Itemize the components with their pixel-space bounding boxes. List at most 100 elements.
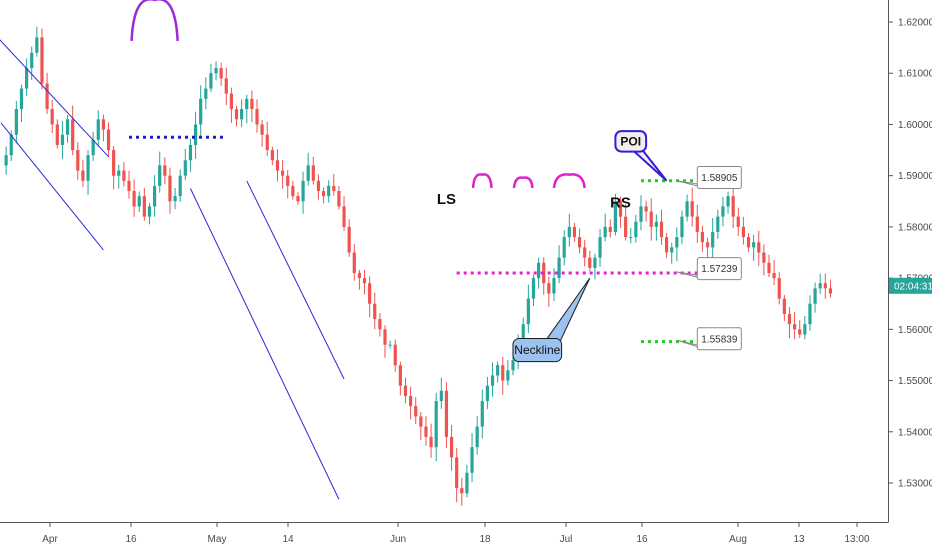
pattern-arc <box>552 173 586 189</box>
candle-up <box>199 98 203 125</box>
candle-down <box>260 124 264 135</box>
candle-up <box>35 37 39 53</box>
candle-down <box>127 180 131 192</box>
candle-up <box>726 196 730 207</box>
candle-down <box>572 226 577 238</box>
price-tick-label: 1.62000 <box>898 18 932 29</box>
candle-down <box>455 457 459 489</box>
annotations-layer: LS RS <box>437 191 631 212</box>
candle-up <box>711 232 715 248</box>
candle-up <box>147 206 152 217</box>
current-price-label: 02:04:31 <box>894 281 932 292</box>
candle-up <box>562 237 566 258</box>
candle-up <box>521 324 525 340</box>
candle-down <box>409 395 413 407</box>
candle-down <box>373 303 377 320</box>
pattern-arc <box>512 176 534 189</box>
candle-down <box>649 211 653 227</box>
candle-down <box>50 109 54 125</box>
candle-up <box>480 401 484 427</box>
candle-down <box>777 278 781 299</box>
candle-up <box>808 303 812 325</box>
candle-down <box>163 165 167 176</box>
candle-down <box>757 242 761 253</box>
levels-layer <box>129 135 729 344</box>
candle-down <box>229 93 233 110</box>
candle-up <box>490 375 495 386</box>
candle-down <box>281 170 285 176</box>
candle-down <box>291 185 295 197</box>
candle-down <box>659 221 664 238</box>
time-tick-label: Aug <box>729 534 747 545</box>
time-scale: Apr 16 May 14 Jun 18 Jul 16 Aug 13 13:00 <box>42 522 870 545</box>
channel-line <box>0 39 109 158</box>
candle-down <box>40 37 44 84</box>
channel-line <box>0 122 104 251</box>
candle-down <box>368 283 372 304</box>
candle-down <box>731 196 735 217</box>
candle-up <box>654 221 658 227</box>
time-tick-label: Jun <box>390 534 406 545</box>
candle-up <box>30 52 34 69</box>
candle-up <box>813 288 817 304</box>
callout-pointer <box>629 148 668 182</box>
candle-up <box>173 196 177 202</box>
candle-down <box>296 196 300 202</box>
candle-down <box>275 160 280 171</box>
candle-down <box>741 226 745 238</box>
price-tag-box <box>696 257 742 281</box>
candle-up <box>685 201 689 217</box>
candle-down <box>644 206 648 212</box>
candle-up <box>19 88 24 110</box>
candle-down <box>332 185 336 192</box>
candle-down <box>460 488 464 494</box>
channel-lines-layer <box>0 39 345 500</box>
pattern-label-rs: RS <box>610 194 631 211</box>
candle-up <box>240 109 244 120</box>
time-tick-label: 14 <box>282 534 294 545</box>
candle-up <box>158 165 162 186</box>
candle-up <box>4 155 8 166</box>
candle-down <box>695 216 699 233</box>
candle-down <box>449 436 454 458</box>
candle-down <box>577 237 582 248</box>
candle-up <box>511 360 515 371</box>
price-tag-text: 1.58905 <box>701 173 738 184</box>
candle-down <box>583 247 587 258</box>
candle-down <box>106 129 111 151</box>
candle-down <box>798 329 802 335</box>
candle-down <box>501 365 505 381</box>
candle-down <box>122 170 126 181</box>
candle-down <box>828 288 833 294</box>
candle-down <box>81 170 85 181</box>
price-tick-label: 1.58000 <box>898 222 932 233</box>
candle-up <box>86 155 90 181</box>
candle-down <box>219 68 223 79</box>
price-scale: 1.620001.610001.600001.590001.580001.570… <box>0 0 932 523</box>
candle-up <box>465 472 469 494</box>
candle-up <box>204 88 208 99</box>
candle-down <box>700 232 705 243</box>
candle-up <box>670 247 674 253</box>
time-tick-label: Apr <box>42 534 58 545</box>
candle-down <box>746 237 751 248</box>
channel-line <box>189 188 340 500</box>
candle-up <box>65 119 70 135</box>
candle-down <box>378 319 382 330</box>
candle-up <box>537 262 541 279</box>
candle-up <box>531 278 536 299</box>
callout-pointer <box>544 277 591 348</box>
price-tick-label: 1.59000 <box>898 171 932 182</box>
time-tick-label: 16 <box>636 534 648 545</box>
candle-up <box>439 390 443 402</box>
candle-down <box>618 201 623 217</box>
candle-up <box>14 109 18 135</box>
candle-down <box>250 98 254 110</box>
candle-down <box>342 206 346 227</box>
time-tick-label: May <box>208 534 227 545</box>
candle-down <box>736 216 740 227</box>
candle-down <box>142 196 146 217</box>
candle-up <box>557 257 561 279</box>
candle-up <box>475 426 479 448</box>
